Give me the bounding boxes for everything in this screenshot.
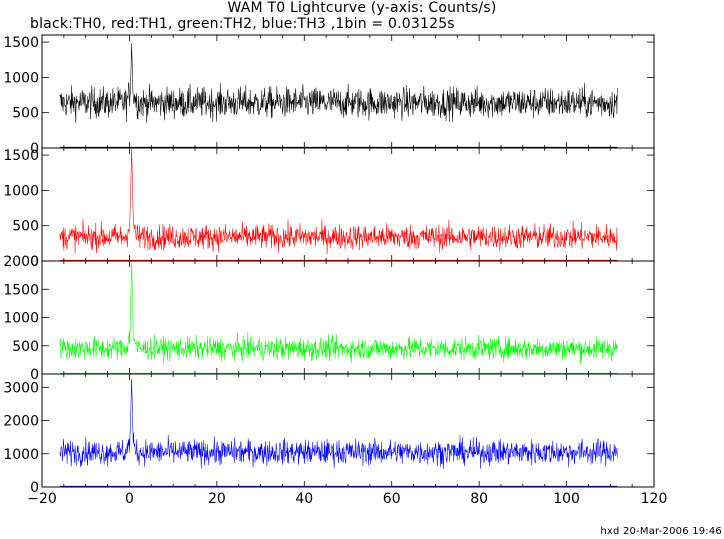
y-tick-label: 0 bbox=[30, 254, 39, 270]
x-tick-label: 120 bbox=[641, 491, 668, 507]
y-tick-label: 500 bbox=[12, 106, 39, 122]
y-tick-label: 0 bbox=[30, 367, 39, 383]
y-tick-label: 2000 bbox=[3, 414, 39, 430]
x-tick-label: 60 bbox=[383, 491, 401, 507]
y-tick-label: 500 bbox=[12, 339, 39, 355]
y-tick-label: 0 bbox=[30, 480, 39, 496]
series-line-th2 bbox=[59, 262, 618, 366]
y-tick-label: 1000 bbox=[3, 183, 39, 199]
series-line-th1 bbox=[59, 149, 618, 255]
y-tick-label: 1500 bbox=[3, 35, 39, 51]
y-tick-label: 1500 bbox=[3, 148, 39, 164]
x-tick-label: 20 bbox=[208, 491, 226, 507]
x-tick-label: 0 bbox=[125, 491, 134, 507]
y-tick-label: 0 bbox=[30, 141, 39, 157]
footer-timestamp: hxd 20-Mar-2006 19:46 bbox=[600, 526, 722, 537]
y-tick-label: 1500 bbox=[3, 282, 39, 298]
series-line-th3 bbox=[59, 378, 618, 469]
y-tick-label: 1000 bbox=[3, 70, 39, 86]
x-tick-label: −20 bbox=[27, 491, 57, 507]
y-tick-label: 500 bbox=[12, 219, 39, 235]
x-tick-label: 100 bbox=[553, 491, 580, 507]
series-line-th0 bbox=[59, 43, 618, 124]
panel-frame-th3 bbox=[41, 373, 655, 488]
y-tick-label: 1000 bbox=[3, 447, 39, 463]
y-tick-label: 3000 bbox=[3, 380, 39, 396]
chart-title: WAM T0 Lightcurve (y-axis: Counts/s) bbox=[227, 0, 497, 16]
chart-subtitle: black:TH0, red:TH1, green:TH2, blue:TH3 … bbox=[30, 16, 455, 32]
x-tick-label: 40 bbox=[295, 491, 313, 507]
x-tick-label: 80 bbox=[470, 491, 488, 507]
y-tick-label: 2000 bbox=[3, 254, 39, 270]
y-tick-label: 1000 bbox=[3, 311, 39, 327]
